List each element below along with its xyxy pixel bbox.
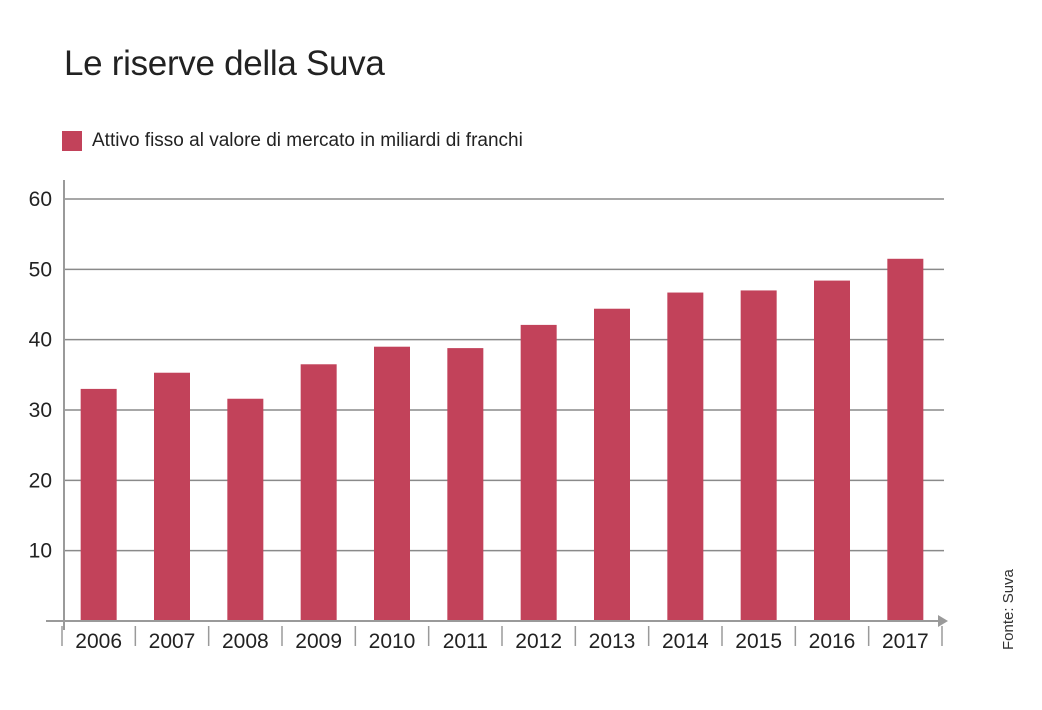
legend-label: Attivo fisso al valore di mercato in mil… xyxy=(92,130,523,151)
chart-title: Le riserve della Suva xyxy=(64,44,385,83)
bar-2013 xyxy=(594,308,630,621)
bar-2014 xyxy=(667,292,704,621)
x-tick-label: 2008 xyxy=(222,630,269,653)
y-tick-label: 20 xyxy=(29,469,52,492)
x-tick-label: 2007 xyxy=(149,630,196,653)
x-tick-label: 2013 xyxy=(589,630,636,653)
legend-swatch xyxy=(62,131,82,151)
x-tick-label: 2012 xyxy=(515,630,562,653)
y-tick-label: 50 xyxy=(29,258,52,281)
y-tick-label: 10 xyxy=(29,540,52,563)
x-tick-label: 2015 xyxy=(735,630,782,653)
bar-2008 xyxy=(227,398,264,621)
x-axis-arrow xyxy=(938,615,948,627)
x-tick-label: 2016 xyxy=(809,630,856,653)
x-tick-label: 2010 xyxy=(369,630,416,653)
bar-2017 xyxy=(887,258,924,621)
bar-2007 xyxy=(154,372,190,621)
bar-2006 xyxy=(80,388,117,621)
x-tick-label: 2017 xyxy=(882,630,929,653)
bar-2010 xyxy=(374,346,410,621)
y-tick-label: 30 xyxy=(29,399,52,422)
bar-2016 xyxy=(814,280,850,621)
bar-2012 xyxy=(520,324,557,621)
bar-2009 xyxy=(300,364,337,621)
x-tick-label: 2011 xyxy=(443,630,488,653)
legend: Attivo fisso al valore di mercato in mil… xyxy=(62,130,523,152)
x-tick-label: 2006 xyxy=(75,630,122,653)
x-tick-label: 2009 xyxy=(295,630,342,653)
y-tick-label: 40 xyxy=(29,329,52,352)
x-tick-label: 2014 xyxy=(662,630,709,653)
bar-2015 xyxy=(740,290,777,621)
source-note: Fonte: Suva xyxy=(1000,569,1017,650)
bar-2011 xyxy=(447,348,484,621)
y-tick-label: 60 xyxy=(29,188,52,211)
